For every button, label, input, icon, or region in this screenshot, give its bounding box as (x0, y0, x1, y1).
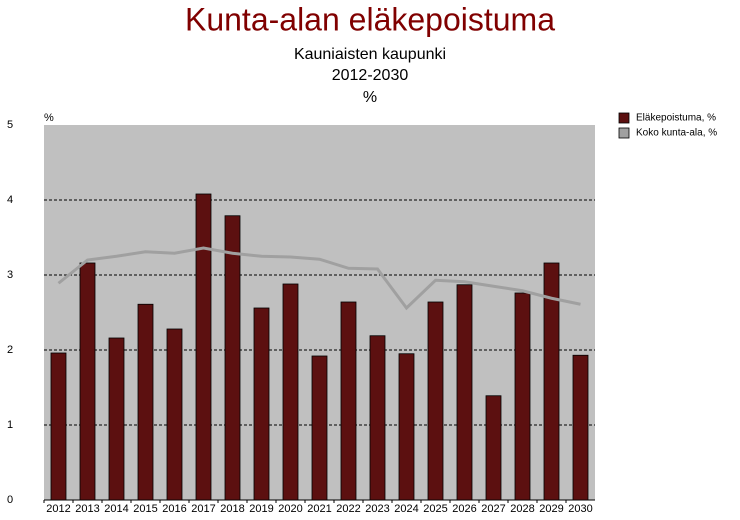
x-tick-label: 2014 (104, 503, 128, 515)
x-tick-label: 2017 (191, 503, 215, 515)
x-tick-label: 2016 (162, 503, 186, 515)
bar (50, 352, 67, 501)
bar (311, 355, 328, 501)
bar (340, 301, 357, 501)
y-tick-label: 1 (7, 419, 13, 431)
legend-label: Eläkepoistuma, % (636, 113, 716, 124)
bar (514, 292, 531, 501)
bar (108, 337, 125, 501)
chart-title: Kunta-alan eläkepoistuma (185, 1, 555, 37)
x-tick-label: 2029 (539, 503, 563, 515)
x-tick-label: 2021 (307, 503, 331, 515)
x-tick-label: 2023 (365, 503, 389, 515)
x-tick-label: 2013 (75, 503, 99, 515)
bar (137, 303, 154, 501)
bar (224, 215, 241, 501)
chart-subtitle: 2012-2030 (332, 67, 409, 84)
bar (369, 335, 386, 501)
bar (253, 307, 270, 501)
bar (572, 354, 589, 501)
legend-swatch (618, 127, 630, 139)
y-tick-label: 5 (7, 119, 13, 131)
y-tick-label: 3 (7, 269, 13, 281)
bar (398, 353, 415, 501)
x-tick-label: 2012 (46, 503, 70, 515)
bar (485, 395, 502, 501)
bar (456, 284, 473, 501)
bar (195, 193, 212, 501)
y-tick-label: 0 (7, 494, 13, 506)
bar (427, 301, 444, 501)
x-tick-label: 2020 (278, 503, 302, 515)
x-tick-label: 2025 (423, 503, 447, 515)
y-axis-label: % (44, 112, 54, 124)
chart-subtitle: % (363, 89, 377, 106)
legend-swatch (618, 112, 630, 124)
x-tick-label: 2015 (133, 503, 157, 515)
y-tick-label: 4 (7, 194, 13, 206)
bar (282, 283, 299, 501)
y-tick-label: 2 (7, 344, 13, 356)
x-tick-label: 2030 (568, 503, 592, 515)
x-tick-label: 2028 (510, 503, 534, 515)
x-tick-label: 2026 (452, 503, 476, 515)
x-tick-label: 2018 (220, 503, 244, 515)
chart-subtitle: Kauniaisten kaupunki (294, 46, 446, 63)
x-tick-label: 2024 (394, 503, 418, 515)
bar (79, 262, 96, 501)
x-tick-label: 2019 (249, 503, 273, 515)
x-tick-label: 2027 (481, 503, 505, 515)
x-tick-label: 2022 (336, 503, 360, 515)
line (57, 246, 581, 311)
legend-label: Koko kunta-ala, % (636, 128, 717, 139)
bar (543, 262, 560, 501)
bar (166, 328, 183, 501)
